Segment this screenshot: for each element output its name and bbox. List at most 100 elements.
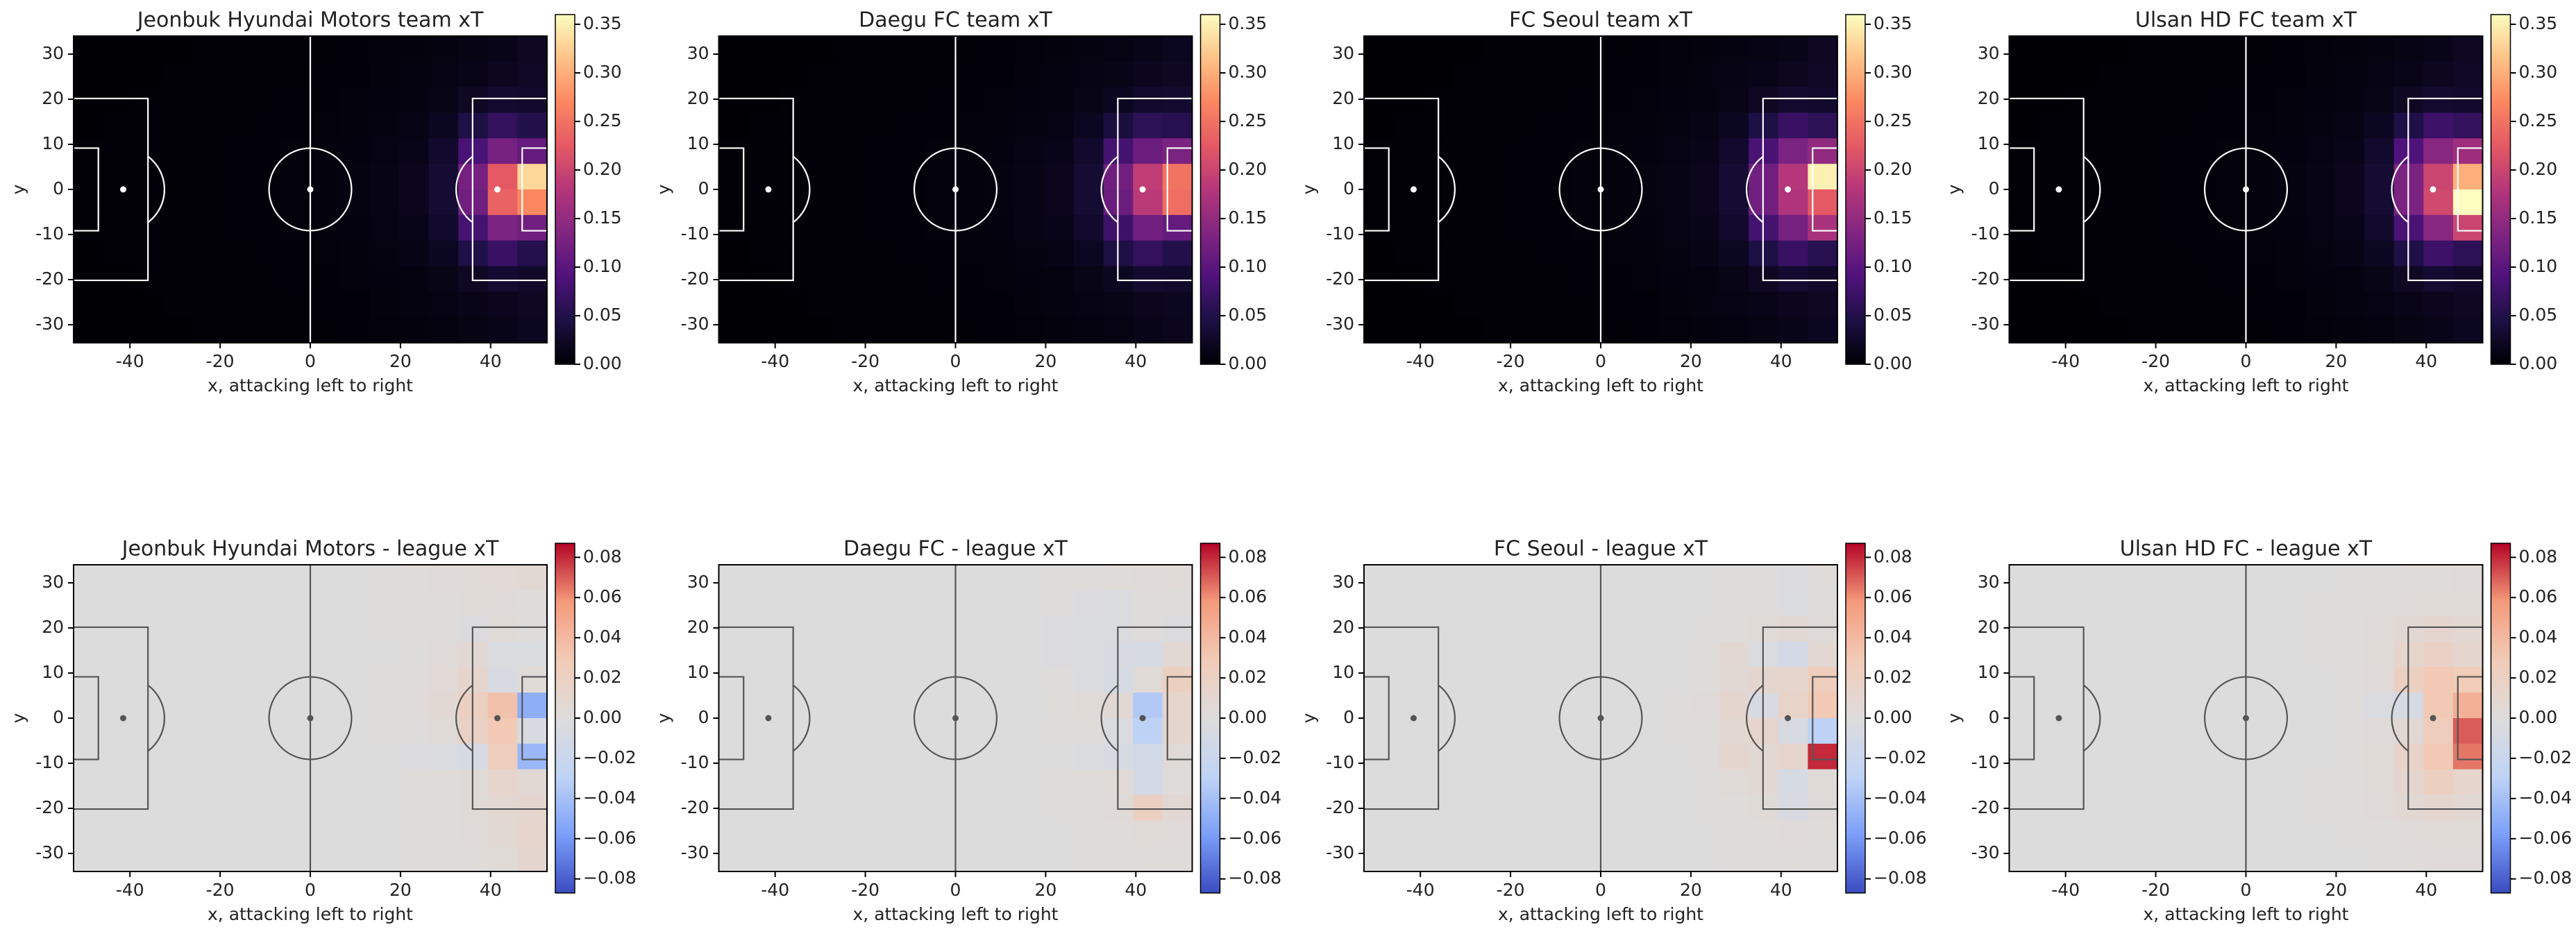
heatmap-cell xyxy=(1630,164,1660,190)
heatmap-cell xyxy=(837,164,868,190)
center-spot xyxy=(952,186,959,193)
heatmap-cell xyxy=(1808,36,1838,62)
heatmap-cell xyxy=(103,743,133,770)
heatmap-cell xyxy=(1630,266,1660,292)
heatmap-cell xyxy=(1393,87,1424,114)
heatmap-cell xyxy=(2305,189,2335,216)
heatmap-cell xyxy=(1541,87,1572,114)
heatmap-cell xyxy=(2009,61,2039,88)
heatmap-cell xyxy=(2334,189,2365,216)
heatmap-cell xyxy=(2423,189,2454,216)
heatmap-cell xyxy=(339,240,370,267)
heatmap-cell xyxy=(896,667,927,693)
x-tick-label: 0 xyxy=(305,880,316,900)
heatmap-cell xyxy=(807,590,838,617)
heatmap-cell xyxy=(955,769,986,796)
heatmap-cell xyxy=(251,769,281,796)
heatmap-cell xyxy=(807,743,838,770)
heatmap-cell xyxy=(1541,36,1572,62)
heatmap-cell xyxy=(2452,820,2484,846)
heatmap-cell xyxy=(162,743,193,770)
heatmap-cell xyxy=(1541,214,1572,241)
heatmap-cell xyxy=(2039,769,2069,796)
heatmap-cell xyxy=(777,846,808,872)
heatmap-cell xyxy=(517,266,548,292)
heatmap-cell xyxy=(2364,189,2395,216)
heatmap-cell xyxy=(2452,317,2484,343)
heatmap-cell xyxy=(369,794,400,821)
penalty-spot xyxy=(1139,186,1146,193)
heatmap-cell xyxy=(1601,240,1631,267)
heatmap-cell xyxy=(2039,164,2069,190)
heatmap-cell xyxy=(1482,189,1513,216)
heatmap-cell xyxy=(1778,164,1808,190)
heatmap-cell xyxy=(487,112,518,139)
heatmap-cell xyxy=(192,794,222,821)
heatmap-cell xyxy=(1452,317,1483,343)
heatmap-cell xyxy=(1571,565,1601,591)
heatmap-cell xyxy=(2246,61,2276,88)
chart-title: Jeonbuk Hyundai Motors team xT xyxy=(136,8,484,33)
heatmap-cell xyxy=(985,590,1016,617)
heatmap-cell xyxy=(748,266,779,292)
heatmap-cell xyxy=(837,590,868,617)
heatmap-cell xyxy=(1393,667,1424,693)
colorbar-tick-label: −0.08 xyxy=(583,868,637,888)
heatmap-cell xyxy=(2187,317,2217,343)
heatmap-cell xyxy=(2128,291,2158,318)
heatmap-cell xyxy=(1512,846,1542,872)
heatmap-cell xyxy=(428,718,459,744)
heatmap-cell xyxy=(1452,590,1483,617)
heatmap-cell xyxy=(896,214,927,241)
x-tick-label: -20 xyxy=(206,880,235,900)
colorbar-tick-label: −0.06 xyxy=(1229,828,1282,848)
heatmap-cell xyxy=(2009,266,2039,292)
colorbar-tick-label: 0.00 xyxy=(2519,707,2558,727)
heatmap-cell xyxy=(2364,36,2395,62)
heatmap-cell xyxy=(2098,291,2128,318)
heatmap-cell xyxy=(837,291,868,318)
heatmap-cell xyxy=(2157,112,2187,139)
heatmap-cell xyxy=(2334,718,2365,744)
y-axis-label: y xyxy=(1944,184,1964,194)
heatmap-cell xyxy=(310,718,341,744)
x-tick-label: -20 xyxy=(1497,351,1525,371)
heatmap-cell xyxy=(2039,240,2069,267)
heatmap-cell xyxy=(2157,189,2187,216)
heatmap-cell xyxy=(398,692,430,719)
heatmap-cell xyxy=(2098,189,2128,216)
heatmap-cell xyxy=(2423,138,2454,164)
heatmap-cell xyxy=(2275,214,2306,241)
heatmap-cell xyxy=(162,87,193,114)
heatmap-cell xyxy=(2452,794,2484,821)
heatmap-cell xyxy=(2039,641,2069,667)
heatmap-cell xyxy=(925,112,957,139)
heatmap-cell xyxy=(339,36,370,62)
heatmap-cell xyxy=(866,718,897,744)
y-tick-label: -10 xyxy=(1971,752,2000,772)
heatmap-cell xyxy=(1749,846,1779,872)
heatmap-cell xyxy=(369,317,400,343)
heatmap-cell xyxy=(1393,743,1424,770)
heatmap-cell xyxy=(74,846,104,872)
heatmap-cell xyxy=(748,164,779,190)
colorbar-tick-label: 0.25 xyxy=(583,110,622,130)
heatmap-cell xyxy=(1044,769,1075,796)
heatmap-cell xyxy=(955,189,986,216)
heatmap-cell xyxy=(2423,266,2454,292)
heatmap-cell xyxy=(896,317,927,343)
y-axis-label: y xyxy=(8,713,28,723)
heatmap-cell xyxy=(1571,164,1601,190)
x-tick-label: 40 xyxy=(1770,880,1792,900)
heatmap-cell xyxy=(1482,36,1513,62)
heatmap-cell xyxy=(1162,641,1193,667)
heatmap-cell xyxy=(1162,317,1193,343)
heatmap-cell xyxy=(2128,240,2158,267)
heatmap-cell xyxy=(2039,615,2069,643)
heatmap-cell xyxy=(1719,615,1749,643)
heatmap-cell xyxy=(1452,667,1483,693)
heatmap-cell xyxy=(487,743,518,770)
heatmap-cell xyxy=(2423,692,2454,719)
heatmap-cell xyxy=(369,615,400,643)
heatmap-cell xyxy=(1512,692,1542,719)
